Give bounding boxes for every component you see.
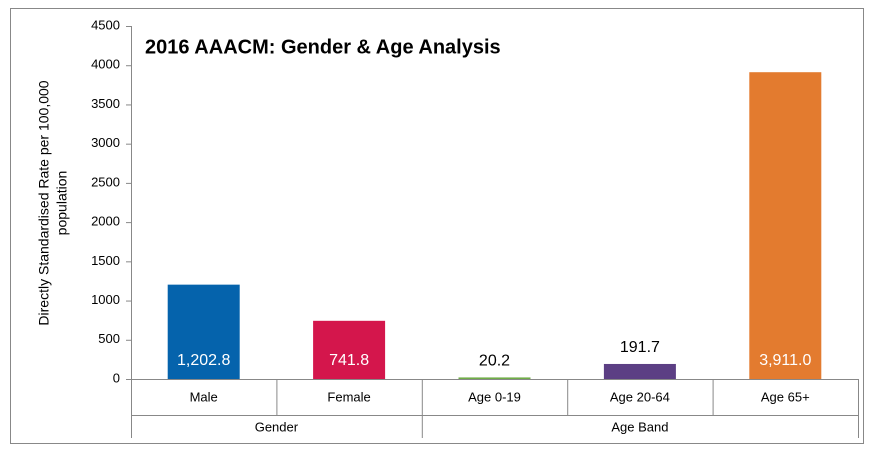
group-label: Gender [255,419,299,434]
group-label: Age Band [611,419,668,434]
value-label: 3,911.0 [759,352,811,369]
y-tick-label: 4500 [91,17,120,32]
bar [167,284,240,379]
y-tick-label: 500 [98,331,120,346]
value-label: 1,202.8 [177,352,230,369]
y-tick-label: 2000 [91,214,120,229]
x-tick-label: Female [327,389,370,404]
value-label: 191.7 [620,339,660,356]
x-tick-label: Age 65+ [761,389,810,404]
y-tick-label: 2500 [91,174,120,189]
y-tick-label: 4000 [91,57,120,72]
y-tick-label: 1000 [91,292,120,307]
y-axis-label: Directly Standardised Rate per 100,000 [36,80,52,325]
y-tick-label: 3000 [91,135,120,150]
x-tick-label: Age 0-19 [468,389,521,404]
y-tick-label: 3500 [91,96,120,111]
chart-border [10,8,864,444]
y-tick-label: 0 [113,370,120,385]
value-label: 20.2 [479,353,510,370]
y-tick-label: 1500 [91,253,120,268]
bar [603,363,676,379]
bar [313,320,386,379]
x-tick-label: Age 20-64 [610,389,670,404]
value-label: 741.8 [329,352,369,369]
bar [749,72,822,379]
bar [458,377,531,379]
x-tick-label: Male [190,389,218,404]
chart-title: 2016 AAACM: Gender & Age Analysis [145,36,501,58]
y-axis-label: population [54,171,70,236]
